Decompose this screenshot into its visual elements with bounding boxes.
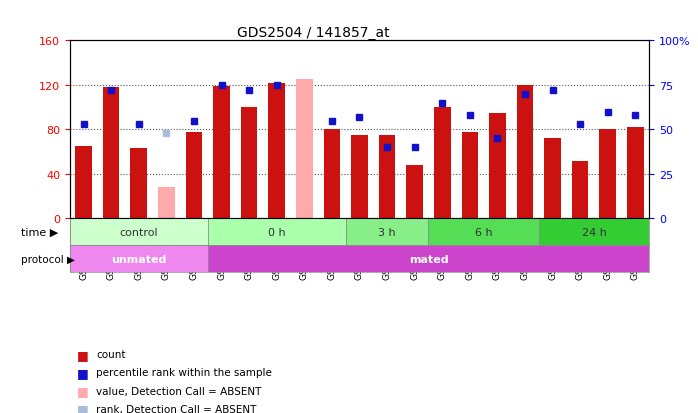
Text: 0 h: 0 h (268, 227, 285, 237)
Bar (103, 88, 119, 219)
Text: ■: ■ (77, 402, 89, 413)
Bar (208, 219, 346, 246)
Bar (627, 128, 644, 219)
Text: time ▶: time ▶ (21, 227, 58, 237)
Text: 6 h: 6 h (475, 227, 492, 237)
Text: protocol ▶: protocol ▶ (21, 254, 75, 264)
Bar (158, 188, 174, 219)
Bar (269, 83, 285, 219)
Text: value, Detection Call = ABSENT: value, Detection Call = ABSENT (96, 386, 262, 396)
Text: unmated: unmated (111, 254, 166, 264)
Text: 24 h: 24 h (581, 227, 607, 237)
Text: control: control (119, 227, 158, 237)
Bar (539, 219, 649, 246)
Bar (544, 139, 561, 219)
Bar (70, 246, 208, 273)
Bar (351, 135, 368, 219)
Title: GDS2504 / 141857_at: GDS2504 / 141857_at (237, 26, 389, 40)
Bar (379, 135, 395, 219)
Bar (214, 87, 230, 219)
Text: ■: ■ (77, 348, 89, 361)
Bar (131, 149, 147, 219)
Text: ■: ■ (77, 366, 89, 379)
Bar (434, 108, 450, 219)
Bar (70, 219, 208, 246)
Bar (517, 85, 533, 219)
Bar (324, 130, 340, 219)
Text: mated: mated (408, 254, 448, 264)
Text: rank, Detection Call = ABSENT: rank, Detection Call = ABSENT (96, 404, 257, 413)
Bar (489, 114, 505, 219)
Bar (406, 166, 423, 219)
Text: ■: ■ (77, 384, 89, 397)
Text: count: count (96, 349, 126, 359)
Bar (241, 108, 258, 219)
Bar (186, 132, 202, 219)
Bar (572, 161, 588, 219)
Bar (208, 246, 649, 273)
Bar (461, 132, 478, 219)
Bar (600, 130, 616, 219)
Text: 3 h: 3 h (378, 227, 396, 237)
Bar (75, 147, 92, 219)
Bar (429, 219, 539, 246)
Text: percentile rank within the sample: percentile rank within the sample (96, 368, 272, 377)
Bar (346, 219, 429, 246)
Bar (296, 80, 313, 219)
